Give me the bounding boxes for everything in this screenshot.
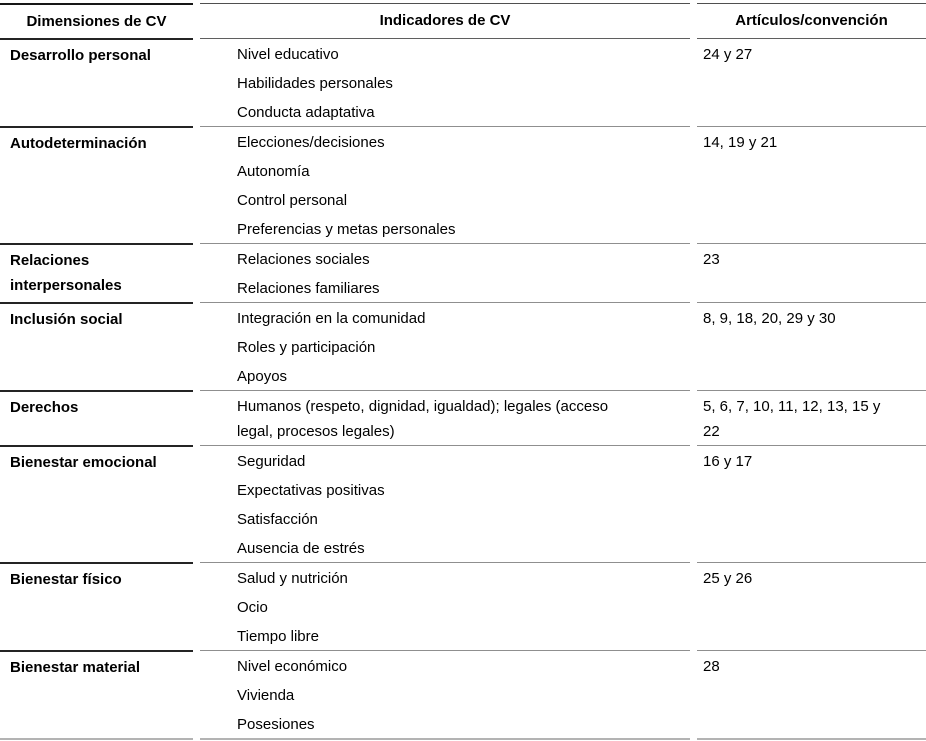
indicators-cell: Relaciones sociales Relaciones familiares: [200, 243, 690, 302]
indicators-cell: Nivel educativo Habilidades personales Con…: [200, 38, 690, 126]
articles-cell: 16 y 17: [697, 445, 926, 562]
table-body: Desarrollo personal Nivel educativo Habili…: [0, 38, 926, 740]
articles-value: 23: [703, 251, 720, 268]
indicator-item: Nivel educativo: [237, 46, 339, 63]
indicator-item: Nivel económico: [237, 658, 348, 675]
indicator-item: Expectativas positivas: [237, 482, 385, 499]
indicator-item: Humanos (respeto, dignidad, igualdad); l…: [237, 398, 609, 440]
dimension-cell: Autodeterminación: [0, 126, 193, 243]
indicator-item: Elecciones/decisiones: [237, 134, 385, 151]
dimension-cell: Bienestar material: [0, 650, 193, 740]
dimension-cell: Derechos: [0, 390, 193, 445]
indicator-item: Roles y participación: [237, 339, 376, 356]
indicator-item: Vivienda: [237, 687, 295, 704]
indicator-item: Ocio: [237, 599, 268, 616]
indicator-item: Autonomía: [237, 163, 310, 180]
indicator-item: Integración en la comunidad: [237, 310, 426, 327]
articles-cell: 24 y 27: [697, 38, 926, 126]
indicator-item: Preferencias y metas personales: [237, 221, 456, 238]
table-header-row: Dimensiones de CV Indicadores de CV Artí…: [0, 3, 926, 38]
indicators-cell: Integración en la comunidad Roles y parti…: [200, 302, 690, 390]
table-row-2: Autodeterminación Elecciones/decisiones Au…: [0, 126, 926, 243]
indicator-item: Relaciones sociales: [237, 251, 370, 268]
indicator-item: Posesiones: [237, 716, 315, 733]
articles-cell: 5, 6, 7, 10, 11, 12, 13, 15 y 22: [697, 390, 926, 445]
indicator-item: Satisfacción: [237, 511, 318, 528]
articles-value: 5, 6, 7, 10, 11, 12, 13, 15 y 22: [703, 398, 881, 440]
column-header-dimensiones: Dimensiones de CV: [0, 3, 193, 38]
dimension-cell: Relaciones interpersonales: [0, 243, 193, 302]
table-row-8: Bienestar material Nivel económico Viviend…: [0, 650, 926, 740]
articles-value: 24 y 27: [703, 46, 753, 63]
table-row-3: Relaciones interpersonales Relaciones soc…: [0, 243, 926, 302]
indicator-item: Apoyos: [237, 368, 288, 385]
indicators-cell: Salud y nutrición Ocio Tiempo libre: [200, 562, 690, 650]
indicators-cell: Seguridad Expectativas positivas Satisfacc…: [200, 445, 690, 562]
indicator-item: Seguridad: [237, 453, 306, 470]
indicator-item: Control personal: [237, 192, 348, 209]
dimension-cell: Bienestar emocional: [0, 445, 193, 562]
table-row-4: Inclusión social Integración en la comuni…: [0, 302, 926, 390]
articles-value: 8, 9, 18, 20, 29 y 30: [703, 310, 836, 327]
indicator-item: Habilidades personales: [237, 75, 393, 92]
table-row-5: Derechos Humanos (respeto, dignidad, igua…: [0, 390, 926, 445]
articles-cell: 8, 9, 18, 20, 29 y 30: [697, 302, 926, 390]
indicator-item: Ausencia de estrés: [237, 540, 365, 557]
indicator-item: Tiempo libre: [237, 628, 319, 645]
articles-cell: 25 y 26: [697, 562, 926, 650]
indicators-cell: Humanos (respeto, dignidad, igualdad); l…: [200, 390, 690, 445]
articles-cell: 28: [697, 650, 926, 740]
indicator-item: Conducta adaptativa: [237, 104, 375, 121]
table-row-7: Bienestar físico Salud y nutrición Ocio Tie…: [0, 562, 926, 650]
dimension-cell: Desarrollo personal: [0, 38, 193, 126]
articles-cell: 23: [697, 243, 926, 302]
articles-value: 16 y 17: [703, 453, 753, 470]
indicator-item: Relaciones familiares: [237, 280, 380, 297]
indicator-item: Salud y nutrición: [237, 570, 348, 587]
table-row-1: Desarrollo personal Nivel educativo Habili…: [0, 38, 926, 126]
column-header-articulos: Artículos/convención: [697, 3, 926, 38]
articles-cell: 14, 19 y 21: [697, 126, 926, 243]
indicators-cell: Elecciones/decisiones Autonomía Control pe…: [200, 126, 690, 243]
dimension-cell: Inclusión social: [0, 302, 193, 390]
table-row-6: Bienestar emocional Seguridad Expectativas…: [0, 445, 926, 562]
articles-value: 14, 19 y 21: [703, 134, 778, 151]
column-header-indicadores: Indicadores de CV: [200, 3, 690, 38]
articles-value: 28: [703, 658, 720, 675]
articles-value: 25 y 26: [703, 570, 753, 587]
dimension-cell: Bienestar físico: [0, 562, 193, 650]
indicators-cell: Nivel económico Vivienda Posesiones: [200, 650, 690, 740]
